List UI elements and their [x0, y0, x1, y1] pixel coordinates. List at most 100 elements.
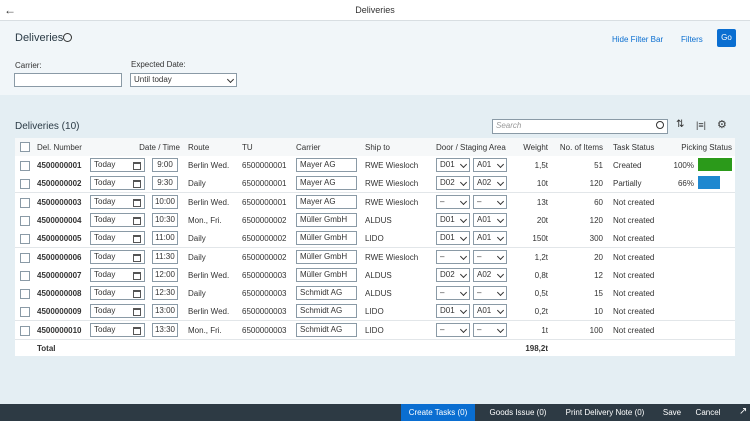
door-select[interactable]: D02 [436, 267, 470, 282]
date-select[interactable]: Until today [130, 73, 237, 87]
time-input[interactable]: 9:00 [152, 158, 178, 172]
hide-filter-link[interactable]: Hide Filter Bar [612, 35, 664, 44]
ship-to: ALDUS [365, 289, 392, 299]
task-status: Not created [613, 215, 655, 225]
time-input[interactable]: 11:00 [152, 231, 178, 246]
footer-bar [0, 404, 750, 421]
date-input[interactable]: Today [90, 158, 145, 172]
staging-select[interactable]: – [473, 322, 507, 337]
group-icon[interactable]: |≡| [696, 120, 706, 130]
row-checkbox[interactable] [20, 289, 30, 300]
weight: 10t [536, 179, 548, 189]
tu: 6500000002 [242, 234, 287, 244]
door-select[interactable]: D01 [436, 212, 470, 227]
weight: 1,2t [534, 252, 548, 262]
staging-select[interactable]: A02 [473, 267, 507, 282]
settings-icon[interactable]: ⚙ [717, 119, 727, 131]
time-input[interactable]: 12:00 [152, 267, 178, 282]
share-icon[interactable]: ↗ [739, 406, 748, 417]
door-select[interactable]: D01 [436, 304, 470, 319]
footer-button[interactable]: Goods Issue (0) [489, 408, 547, 417]
row-checkbox[interactable] [20, 252, 30, 263]
staging-select[interactable]: – [473, 194, 507, 209]
picking-percent: 66% [677, 179, 694, 189]
ship-to: RWE Wiesloch [365, 252, 419, 262]
date-input[interactable]: Today [90, 194, 145, 209]
table-title: Deliveries (10) [15, 121, 80, 132]
carrier-input[interactable]: Mayer AG [296, 158, 357, 172]
tu: 6500000003 [242, 325, 287, 335]
staging-select[interactable]: A02 [473, 176, 507, 191]
row-checkbox[interactable] [20, 325, 30, 336]
carrier-input[interactable]: Müller GmbH [296, 212, 357, 227]
carrier-input[interactable]: Schmidt AG [296, 286, 357, 301]
footer-button[interactable]: Cancel [695, 408, 721, 417]
door-select[interactable]: – [436, 194, 470, 209]
ship-to: LIDO [365, 307, 384, 317]
date-input[interactable]: Today [90, 322, 145, 337]
time-input[interactable]: 12:30 [152, 286, 178, 301]
select-all[interactable] [20, 142, 30, 152]
carrier-input[interactable]: Mayer AG [296, 194, 357, 209]
carrier-input[interactable]: Müller GmbH [296, 267, 357, 282]
tu: 6500000002 [242, 252, 287, 262]
filters-link[interactable]: Filters [681, 35, 703, 44]
date-input[interactable]: Today [90, 286, 145, 301]
carrier-input[interactable]: Müller GmbH [296, 231, 357, 246]
staging-select[interactable]: A01 [473, 158, 507, 172]
route: Daily [188, 234, 206, 244]
time-input[interactable]: 10:30 [152, 212, 178, 227]
item-count: 100 [589, 325, 603, 335]
footer-button[interactable]: Create Tasks (0) [401, 404, 475, 421]
time-input[interactable]: 10:00 [152, 194, 178, 209]
row-checkbox[interactable] [20, 161, 30, 171]
date-input[interactable]: Today [90, 212, 145, 227]
sort-icon[interactable]: ⇅ [676, 119, 685, 130]
route: Berlin Wed. [188, 197, 230, 207]
door-select[interactable]: – [436, 286, 470, 301]
staging-select[interactable]: A01 [473, 212, 507, 227]
door-select[interactable]: D02 [436, 176, 470, 191]
search-icon[interactable] [656, 121, 664, 129]
door-select[interactable]: D01 [436, 231, 470, 246]
carrier-input[interactable] [14, 73, 122, 87]
go-button[interactable]: Go [717, 29, 736, 47]
time-input[interactable]: 13:30 [152, 322, 178, 337]
row-checkbox[interactable] [20, 307, 30, 318]
footer-button[interactable]: Print Delivery Note (0) [565, 408, 645, 417]
table-row[interactable] [15, 320, 735, 340]
carrier-input[interactable]: Schmidt AG [296, 322, 357, 337]
row-checkbox[interactable] [20, 234, 30, 245]
carrier-input[interactable]: Schmidt AG [296, 304, 357, 319]
delivery-number: 4500000010 [37, 325, 82, 335]
row-checkbox[interactable] [20, 215, 30, 226]
staging-select[interactable]: – [473, 286, 507, 301]
staging-select[interactable]: – [473, 249, 507, 264]
route: Mon., Fri. [188, 215, 222, 225]
time-input[interactable]: 13:00 [152, 304, 178, 319]
staging-select[interactable]: A01 [473, 231, 507, 246]
row-checkbox[interactable] [20, 179, 30, 190]
row-checkbox[interactable] [20, 197, 30, 208]
date-input[interactable]: Today [90, 267, 145, 282]
door-select[interactable]: – [436, 322, 470, 337]
date-input[interactable]: Today [90, 249, 145, 264]
staging-select[interactable]: A01 [473, 304, 507, 319]
door-select[interactable]: – [436, 249, 470, 264]
task-status: Not created [613, 307, 655, 317]
time-input[interactable]: 9:30 [152, 176, 178, 191]
variant-icon[interactable] [63, 33, 72, 42]
carrier-input[interactable]: Mayer AG [296, 176, 357, 191]
footer-button[interactable]: Save [662, 408, 682, 417]
row-checkbox[interactable] [20, 270, 30, 281]
door-select[interactable]: D01 [436, 158, 470, 172]
date-input[interactable]: Today [90, 231, 145, 246]
date-input[interactable]: Today [90, 176, 145, 191]
tu: 6500000001 [242, 197, 287, 207]
search-field[interactable]: Search [492, 119, 668, 134]
column-header: Task Status [613, 143, 655, 152]
time-input[interactable]: 11:30 [152, 249, 178, 264]
carrier-input[interactable]: Müller GmbH [296, 249, 357, 264]
back-button[interactable]: ← [4, 3, 16, 17]
date-input[interactable]: Today [90, 304, 145, 319]
